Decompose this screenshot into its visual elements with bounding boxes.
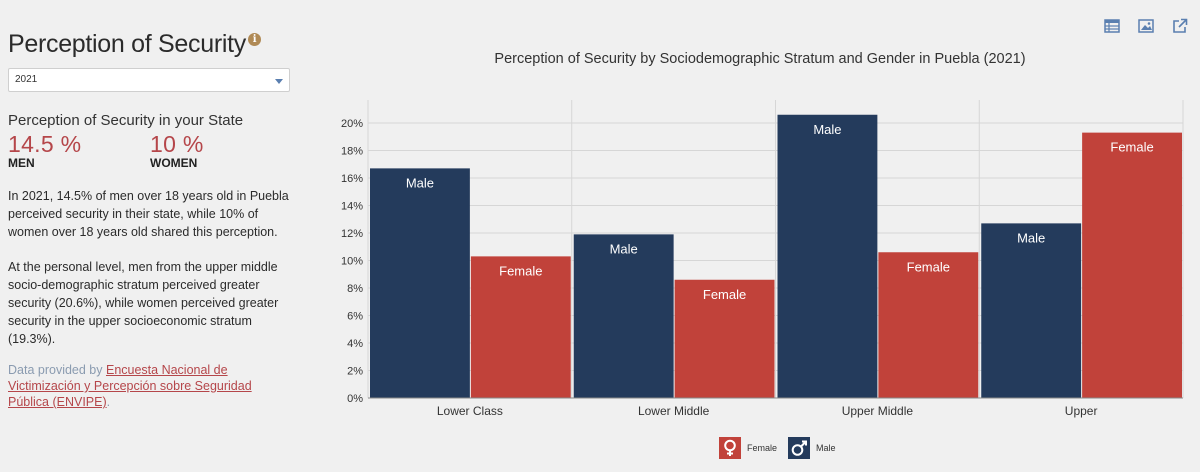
bar-female-upper-middle[interactable]: [878, 252, 979, 398]
info-icon[interactable]: i: [247, 33, 261, 46]
y-tick-label: 20%: [341, 118, 363, 130]
page-title-text: Perception of Security: [8, 30, 246, 58]
bar-female-lower-class[interactable]: [470, 256, 571, 398]
legend-label: Female: [747, 443, 777, 453]
bar-female-lower-middle[interactable]: [674, 279, 775, 398]
legend-swatch: [719, 437, 741, 459]
bar-male-lower-class[interactable]: [370, 168, 470, 398]
description-paragraph-1: In 2021, 14.5% of men over 18 years old …: [8, 189, 289, 239]
data-label: Female: [1110, 140, 1153, 155]
y-tick-label: 6%: [347, 311, 363, 323]
image-icon[interactable]: [1138, 18, 1154, 34]
bar-male-upper-middle[interactable]: [777, 114, 878, 398]
data-label: Female: [907, 259, 950, 274]
men-value: 14.5 %: [8, 131, 82, 157]
table-icon[interactable]: [1104, 18, 1120, 34]
year-select[interactable]: 2021: [8, 68, 290, 92]
legend-swatch: [788, 437, 810, 459]
data-label: Male: [406, 175, 434, 190]
bar-male-upper[interactable]: [981, 223, 1082, 398]
x-tick-label: Upper: [1065, 404, 1098, 418]
state-heading: Perception of Security in your State: [8, 112, 244, 129]
women-label: WOMEN: [150, 156, 198, 170]
source-prefix: Data provided by: [8, 363, 106, 377]
y-tick-label: 8%: [347, 283, 363, 295]
data-label: Female: [703, 287, 746, 302]
labels-layer: Male Male Male Male Female Female Female Female: [406, 122, 1154, 302]
data-label: Male: [610, 241, 638, 256]
data-label: Male: [1017, 230, 1045, 245]
source-link[interactable]: Encuesta Nacional de Victimización y Per…: [8, 363, 252, 409]
y-tick-label: 4%: [347, 338, 363, 350]
women-stat: 10 % WOMEN: [150, 131, 204, 170]
axis-layer: 0% 2% 4% 6% 8% 10% 12% 14% 16% 18% 20% Lower Class L…: [341, 118, 1183, 418]
y-tick-label: 2%: [347, 366, 363, 378]
x-tick-label: Lower Class: [437, 404, 503, 418]
men-label: MEN: [8, 156, 35, 170]
year-select-value: 2021: [15, 74, 38, 85]
y-tick-label: 18%: [341, 146, 363, 158]
male-symbol-icon: [791, 444, 804, 456]
y-tick-label: 16%: [341, 173, 363, 185]
chevron-down-icon: [275, 79, 283, 84]
y-tick-label: 12%: [341, 228, 363, 240]
bars-layer: [370, 114, 1182, 398]
y-tick-label: 10%: [341, 256, 363, 268]
chart-title: Perception of Security by Sociodemograph…: [494, 51, 1026, 67]
x-tick-label: Upper Middle: [842, 404, 914, 418]
share-icon[interactable]: [1172, 18, 1188, 34]
legend-layer: Female Male: [719, 437, 836, 459]
bar-male-lower-middle[interactable]: [573, 234, 674, 398]
men-stat: 14.5 % MEN: [8, 131, 81, 170]
data-label: Male: [813, 122, 841, 137]
page-title: Perception of Security i: [8, 30, 261, 59]
description-paragraph-2: At the personal level, men from the uppe…: [8, 260, 279, 346]
bar-female-upper[interactable]: [1082, 132, 1182, 398]
legend-label: Male: [816, 443, 836, 453]
y-tick-label: 0%: [347, 393, 363, 405]
women-value: 10 %: [150, 131, 204, 157]
data-source: Data provided by Encuesta Nacional de Vi…: [8, 362, 293, 410]
x-tick-label: Lower Middle: [638, 404, 710, 418]
source-suffix: .: [106, 395, 111, 409]
legend-item-female[interactable]: Female: [719, 437, 777, 459]
legend-item-male[interactable]: Male: [788, 437, 836, 459]
y-tick-label: 14%: [341, 201, 363, 213]
data-label: Female: [499, 263, 542, 278]
